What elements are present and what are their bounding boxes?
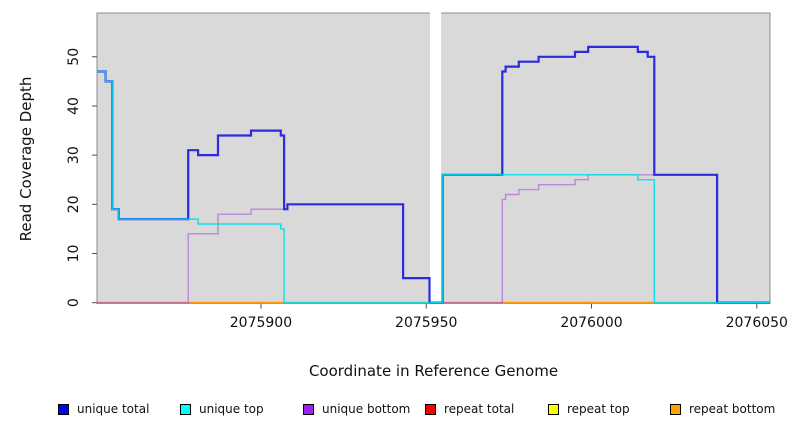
y-tick-label: 30 — [66, 146, 82, 164]
y-tick-label: 10 — [66, 245, 82, 263]
legend-item-unique-bottom: unique bottom — [303, 399, 410, 419]
no-data-gap-band — [430, 11, 442, 303]
legend-item-unique-top: unique top — [180, 399, 264, 419]
x-tick-label: 2075900 — [230, 315, 292, 331]
legend: unique total unique top unique bottom repea… — [0, 399, 792, 421]
series-line-unique-total — [97, 45, 770, 304]
legend-swatch-repeat-top — [548, 403, 559, 415]
legend-label: repeat total — [444, 402, 515, 416]
y-tick-label: 0 — [66, 298, 82, 307]
legend-label: repeat top — [567, 402, 630, 416]
legend-label: repeat bottom — [689, 402, 776, 416]
legend-swatch-repeat-total — [425, 403, 436, 415]
y-axis-title: Read Coverage Depth — [17, 76, 35, 242]
x-tick-label: 2075950 — [395, 315, 457, 331]
x-axis-title: Coordinate in Reference Genome — [308, 362, 559, 380]
legend-item-repeat-top: repeat top — [548, 399, 630, 419]
legend-swatch-repeat-bottom — [670, 403, 681, 415]
y-tick-label: 20 — [66, 195, 82, 213]
series-line-unique-bottom — [97, 174, 770, 304]
legend-swatch-unique-bottom — [303, 403, 314, 415]
x-tick-label: 2076000 — [560, 315, 622, 331]
legend-item-repeat-bottom: repeat bottom — [670, 399, 775, 419]
y-tick-label: 50 — [66, 48, 82, 66]
legend-item-repeat-total: repeat total — [425, 399, 514, 419]
x-tick-label: 2076050 — [726, 315, 788, 331]
legend-swatch-unique-total — [58, 403, 69, 415]
y-tick-label: 40 — [66, 97, 82, 115]
series-line-unique-top — [97, 70, 770, 304]
legend-item-unique-total: unique total — [58, 399, 149, 419]
legend-label: unique total — [77, 402, 150, 416]
legend-label: unique bottom — [322, 402, 411, 416]
legend-swatch-unique-top — [180, 403, 191, 415]
legend-label: unique top — [199, 402, 264, 416]
